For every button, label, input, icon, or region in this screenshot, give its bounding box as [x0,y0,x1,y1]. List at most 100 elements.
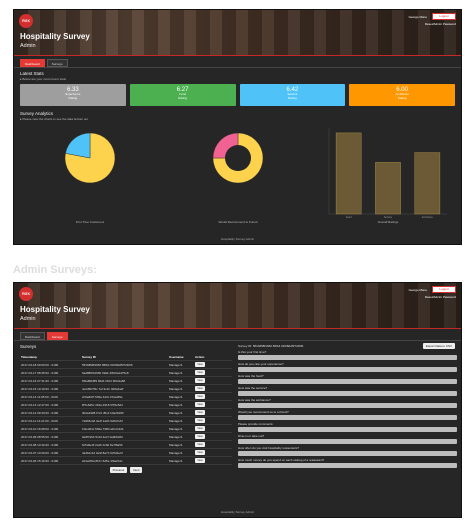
table-row: 2017-04-13 12:47:00 - 0100 8f7e6d5c 4b3a … [20,401,232,409]
chart-x-label: First Time Customers [76,220,105,224]
stat-card-food: 6.27 Food Rating [129,84,236,106]
view-survey-button[interactable]: View [195,434,205,439]
answer-field [238,427,457,432]
view-survey-button[interactable]: View [195,442,205,447]
bar-ambiance [414,152,441,215]
table-cell: 8f7e6d5c 4b3a 2918 07f6e5d4 [82,402,123,407]
table-row: 2017-04-18 09:00:00 - 0100 5ff1b898f1660 … [20,361,232,369]
stat-label: Rating [288,95,297,100]
logout-button[interactable]: Logout [432,286,456,293]
answer-field [238,379,457,384]
action-cell: View [195,426,223,431]
action-cell: View [195,402,223,407]
table-cell: 2017-04-16 07:31:00 - 0100 [21,378,59,383]
pie-slice-yes [212,132,264,184]
accent-bar [14,55,461,56]
next-page-button[interactable]: Next [130,467,143,473]
table-row: 2017-04-10 16:08:00 - 0100 1f2e3d4c 5b6a … [20,425,232,433]
question-label: How often do you visit hospitality resta… [238,446,300,450]
view-survey-button[interactable]: View [195,394,205,399]
table-cell: Manager1 [169,418,183,423]
table-cell: Manager1 [169,386,183,391]
table-cell: 7a6b5c4d 3e2f 1a0b 9c8d7e6f [82,418,123,423]
page-title: Hospitality Survey [20,32,90,41]
table-cell: Manager1 [169,442,183,447]
view-survey-button[interactable]: View [195,386,205,391]
table-cell: 2017-04-06 15:16:00 - 0100 [21,458,59,463]
view-survey-button[interactable]: View [195,450,205,455]
answer-field [238,451,457,456]
footer-text: Hospitality Survey Admin [220,237,255,241]
view-survey-button[interactable]: View [195,410,205,415]
previous-page-button[interactable]: Previous [109,467,128,473]
stat-value: 6.00 [396,87,408,93]
view-survey-button[interactable]: View [195,362,205,367]
chart-x-label: Would Recommend to Friend [219,220,258,224]
latest-stats-heading: Latest Stats [20,71,44,76]
tick-label: Service [384,216,393,219]
change-password-link[interactable]: Reset/Admin Password [424,22,456,26]
stat-label: Ambiance [395,92,409,96]
stat-card-experience: 6.33 Experience Rating [20,84,126,106]
view-survey-button[interactable]: View [195,458,205,463]
app-logo[interactable]: RGX [19,14,33,28]
tick-label: Food [346,216,352,219]
table-cell: 9e8f7a6b 5c4d 3e2f 1a0b9c8d [82,434,123,439]
question-label: How much money do you spend on each visi… [238,458,325,462]
action-cell: View [195,418,223,423]
table-cell: Manager1 [169,362,183,367]
tab-dashboard[interactable]: Dashboard [20,332,45,340]
pie-slice-no [65,132,91,159]
tab-dashboard[interactable]: Dashboard [20,59,45,67]
view-survey-button[interactable]: View [195,378,205,383]
question-label: Would you recommend us to a friend? [238,410,289,414]
export-csv-button[interactable]: Export Data to CSV [422,343,455,349]
column-header[interactable]: Survey ID [82,354,96,359]
view-survey-button[interactable]: View [195,426,205,431]
answer-field [238,355,457,360]
view-survey-button[interactable]: View [195,418,205,423]
table-row: 2017-04-17 08:45:00 - 0100 6ad88f0b1660 0… [20,369,232,377]
latest-stats-note: ▸ Below are your most recent stats [20,77,67,81]
chart-x-label: Overall Ratings [378,220,399,224]
page-title: Hospitality Survey [20,305,90,314]
stat-label: Food [179,92,187,96]
stat-label: Rating [68,95,78,100]
view-survey-button[interactable]: View [195,402,205,407]
page-subtitle: Admin [20,316,36,322]
action-cell: View [195,450,223,455]
tab-bar: Dashboard Surveys [14,329,461,341]
column-header[interactable]: Timestamp [21,354,37,359]
table-cell: 2017-04-14 11:05:00 - 0100 [21,394,58,399]
column-header[interactable]: Username [169,354,184,359]
survey-detail-panel: Survey ID: 5ff1b898f1660 86fb4 0fc68dd5f… [238,344,457,468]
stat-label: Experience [65,92,81,96]
table-cell: 2017-04-08 13:42:00 - 0100 [21,442,59,447]
app-logo[interactable]: RGX [19,287,33,301]
charts-canvas: First Time Customers Would Recommend to F… [64,128,447,224]
table-header: Timestamp Survey ID Username Action [20,353,232,361]
bar-service [375,162,401,215]
action-cell: View [195,386,223,391]
stat-label: Service [287,92,298,96]
stat-card-service: 6.42 Service Rating [239,84,346,106]
stat-value: 6.33 [67,87,79,93]
analytics-heading: Survey Analytics [20,111,54,116]
question-list: Is this your first time? How do you rate … [238,350,457,468]
table-cell: Manager1 [169,370,183,375]
table-cell: Manager1 [169,450,183,455]
table-cell: 2017-04-11 14:21:00 - 0100 [21,418,58,423]
view-survey-button[interactable]: View [195,370,205,375]
pagination: Previous Next [20,467,232,473]
surveys-heading: Surveys [20,344,37,349]
tab-surveys[interactable]: Surveys [46,59,68,67]
answer-field [238,463,457,468]
surveys-screenshot: RGX Hospitality Survey Admin George Mane… [13,282,462,518]
table-row: 2017-04-16 07:31:00 - 0100 6f0a80b8f9 84d… [20,377,232,385]
tab-surveys[interactable]: Surveys [46,332,68,340]
change-password-link[interactable]: Reset/Admin Password [424,295,456,299]
stat-value: 6.42 [286,87,299,93]
pie-slice-yes [64,132,116,184]
header-hero: RGX Hospitality Survey Admin George Mane… [14,10,461,55]
logout-button[interactable]: Logout [432,13,456,20]
